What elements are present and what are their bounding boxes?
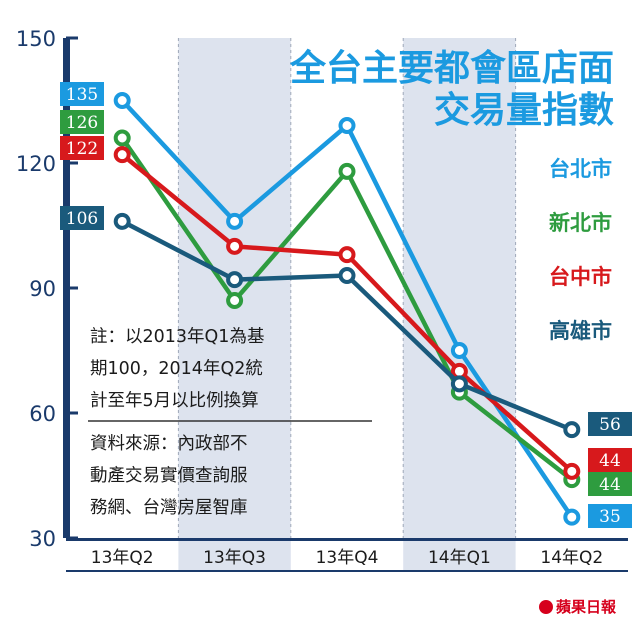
- data-point: [113, 92, 131, 109]
- logo: 蘋果日報: [539, 598, 617, 616]
- start-value-label: 126: [66, 113, 98, 133]
- data-point: [338, 117, 356, 134]
- data-point: [563, 462, 581, 480]
- x-tick-label: 13年Q2: [91, 548, 154, 568]
- value-labels: 135 126 122 106 56 44 44 35: [60, 82, 632, 528]
- legend-item: 台北市: [549, 157, 612, 181]
- end-value-label: 44: [599, 475, 621, 495]
- end-value-label-bg: [588, 472, 632, 496]
- data-point: [113, 146, 131, 164]
- start-value-label: 135: [66, 85, 98, 105]
- source-line-1: 資料來源：內政部不: [90, 434, 248, 454]
- data-point: [563, 508, 581, 526]
- data-point: [450, 342, 468, 359]
- data-point: [338, 246, 356, 264]
- x-tick-label: 14年Q2: [540, 548, 603, 568]
- note-line-2: 期100，2014年Q2統: [90, 359, 263, 379]
- data-point: [338, 162, 356, 180]
- start-value-label-bg: [60, 110, 104, 134]
- category-band: [403, 38, 516, 572]
- data-point: [113, 129, 131, 147]
- note-line-3: 計至年5月以比例換算: [90, 391, 259, 411]
- data-point: [113, 212, 131, 230]
- logo-text: 蘋果日報: [556, 598, 617, 616]
- end-value-label-bg: [588, 448, 632, 472]
- gridlines: [177, 38, 517, 538]
- apple-logo-icon: [539, 600, 553, 614]
- data-point: [226, 237, 244, 255]
- start-value-label-bg: [60, 82, 104, 106]
- chart-title: 全台主要都會區店面 交易量指數: [289, 47, 614, 131]
- note-line-1: 註：以2013年Q1為基: [90, 327, 264, 347]
- y-tick-label: 30: [29, 527, 56, 551]
- y-tick-label: 90: [29, 277, 56, 301]
- y-axis: 150 120 90 60 30: [16, 27, 78, 551]
- x-bands: [178, 38, 516, 572]
- x-axis: 13年Q2 13年Q3 13年Q4 14年Q1 14年Q2: [66, 538, 628, 572]
- start-value-label: 106: [66, 209, 98, 229]
- chart-title-line-1: 全台主要都會區店面: [289, 47, 614, 89]
- data-point: [226, 271, 244, 289]
- end-value-label: 44: [599, 451, 621, 471]
- note-box: 註：以2013年Q1為基 期100，2014年Q2統 計至年5月以比例換算 資料…: [88, 327, 372, 518]
- x-axis-bottom-line: [66, 570, 628, 572]
- start-value-label-bg: [60, 136, 104, 160]
- data-point: [226, 292, 244, 309]
- legend-item: 新北市: [549, 211, 612, 235]
- y-tick-label: 120: [16, 152, 56, 176]
- legend-item: 高雄市: [549, 319, 612, 343]
- series-lines: [113, 92, 581, 526]
- start-value-label: 122: [66, 139, 98, 159]
- chart-title-line-2: 交易量指數: [434, 89, 614, 131]
- y-tick-label: 60: [29, 402, 56, 426]
- data-point: [226, 212, 244, 230]
- end-value-label: 56: [599, 415, 621, 435]
- end-value-label-bg: [588, 412, 632, 436]
- x-tick-label: 13年Q4: [316, 548, 379, 568]
- data-point: [338, 267, 356, 284]
- source-line-3: 務網、台灣房屋智庫: [90, 498, 248, 518]
- end-value-label-bg: [588, 504, 632, 528]
- data-point: [450, 375, 468, 393]
- end-value-label: 35: [599, 507, 621, 527]
- y-tick-label: 150: [16, 27, 56, 51]
- source-line-2: 動產交易實價查詢服: [90, 466, 248, 486]
- start-value-label-bg: [60, 206, 104, 230]
- x-tick-label: 13年Q3: [203, 548, 266, 568]
- x-tick-label: 14年Q1: [428, 548, 491, 568]
- data-point: [563, 421, 581, 439]
- x-axis-line: [66, 538, 628, 541]
- legend-item: 台中市: [549, 265, 612, 289]
